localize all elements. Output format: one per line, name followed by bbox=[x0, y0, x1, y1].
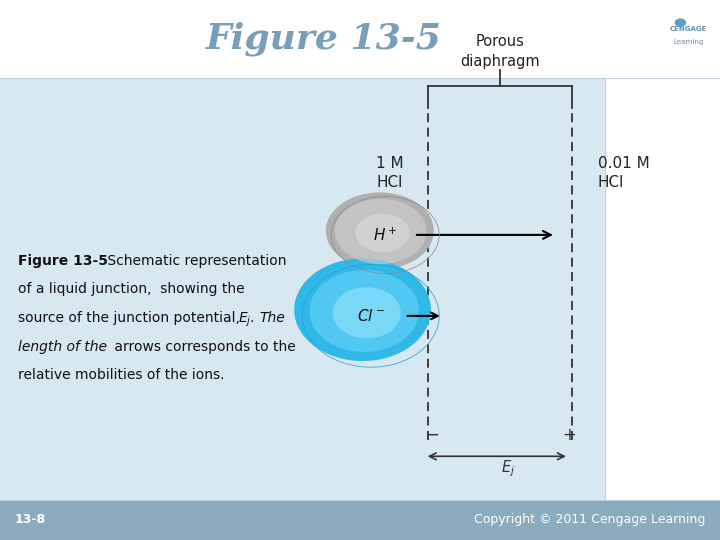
Circle shape bbox=[675, 18, 686, 27]
Text: Schematic representation: Schematic representation bbox=[103, 254, 287, 268]
Text: 0.01 M
HCl: 0.01 M HCl bbox=[598, 156, 649, 190]
Ellipse shape bbox=[333, 287, 401, 339]
Text: Copyright © 2011 Cengage Learning: Copyright © 2011 Cengage Learning bbox=[474, 513, 706, 526]
Text: length of the: length of the bbox=[18, 340, 107, 354]
Ellipse shape bbox=[335, 199, 426, 264]
Text: Figure 13-5: Figure 13-5 bbox=[206, 22, 442, 56]
Ellipse shape bbox=[356, 214, 410, 252]
Text: +: + bbox=[562, 426, 576, 444]
Text: of a liquid junction,  showing the: of a liquid junction, showing the bbox=[18, 282, 245, 296]
Text: relative mobilities of the ions.: relative mobilities of the ions. bbox=[18, 368, 225, 382]
Text: The: The bbox=[259, 311, 285, 325]
Text: $\it{E_j}$.: $\it{E_j}$. bbox=[238, 311, 256, 329]
Text: $H^+$: $H^+$ bbox=[373, 226, 397, 244]
Text: Figure 13-5: Figure 13-5 bbox=[18, 254, 108, 268]
Text: 1 M
HCl: 1 M HCl bbox=[376, 156, 403, 190]
Text: −: − bbox=[425, 426, 439, 444]
Text: Porous
diaphragm: Porous diaphragm bbox=[461, 34, 540, 69]
Text: $\it{E}_j$: $\it{E}_j$ bbox=[500, 458, 515, 478]
Text: Learning: Learning bbox=[673, 39, 703, 45]
Ellipse shape bbox=[310, 270, 419, 352]
Text: arrows corresponds to the: arrows corresponds to the bbox=[110, 340, 296, 354]
Bar bbox=[0, 500, 720, 540]
Ellipse shape bbox=[326, 192, 434, 269]
Text: CENGAGE: CENGAGE bbox=[670, 26, 707, 32]
Bar bbox=[0, 78, 720, 500]
Text: source of the junction potential,: source of the junction potential, bbox=[18, 311, 244, 325]
Ellipse shape bbox=[294, 259, 431, 361]
Text: 13-8: 13-8 bbox=[14, 513, 45, 526]
Text: $Cl^-$: $Cl^-$ bbox=[357, 308, 384, 324]
Bar bbox=[0, 0, 720, 78]
Bar bbox=[605, 78, 720, 500]
